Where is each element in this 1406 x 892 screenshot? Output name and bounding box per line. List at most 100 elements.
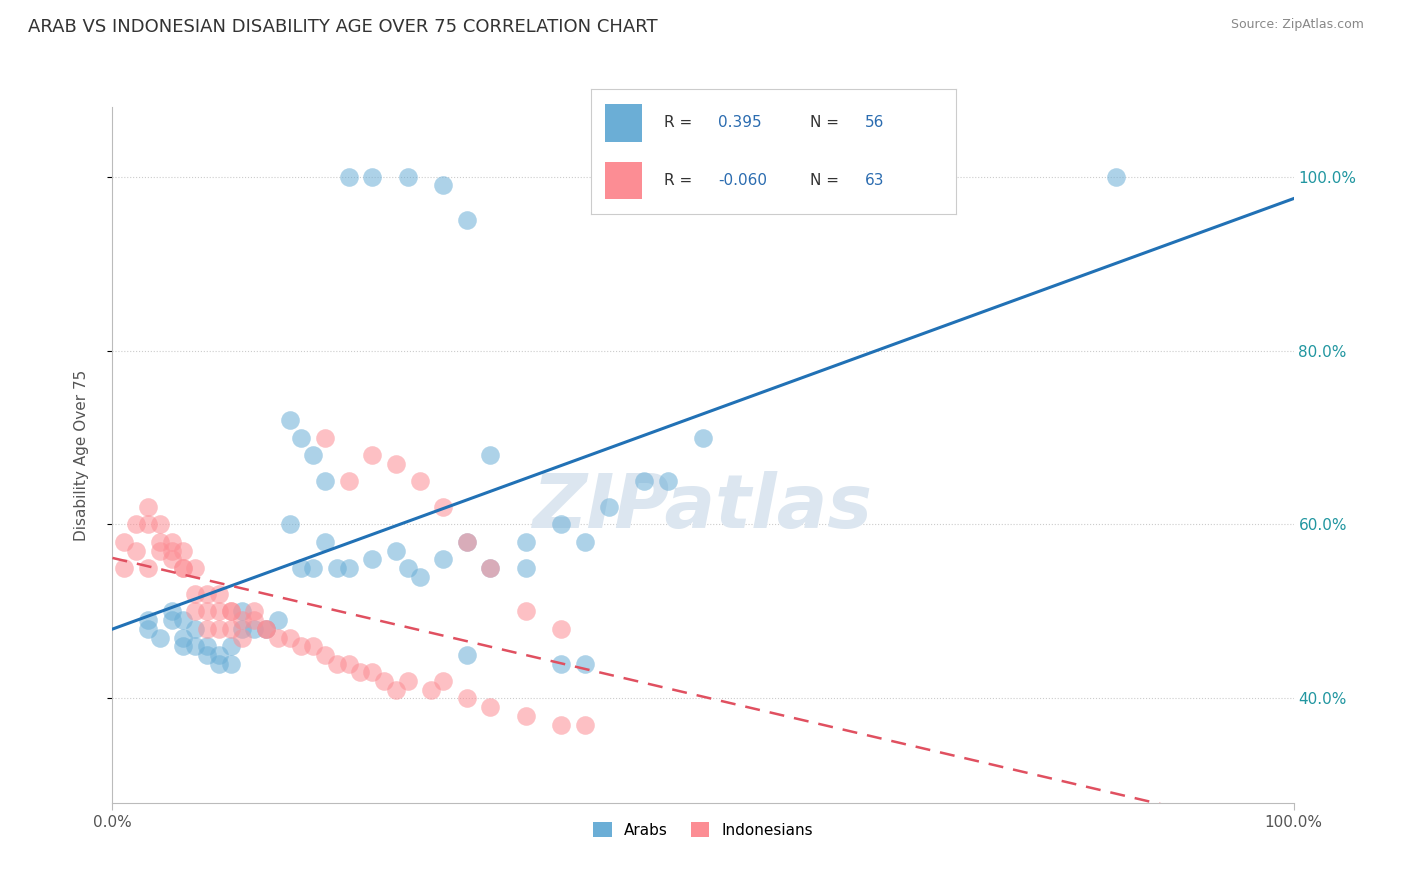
Point — [172, 639, 194, 653]
Point — [361, 552, 384, 566]
Point — [657, 474, 679, 488]
FancyBboxPatch shape — [605, 104, 641, 142]
Point — [160, 543, 183, 558]
Point — [149, 517, 172, 532]
Point — [219, 622, 242, 636]
Point — [550, 717, 572, 731]
Point — [254, 622, 277, 636]
Point — [125, 517, 148, 532]
Point — [432, 552, 454, 566]
Text: ZIPatlas: ZIPatlas — [533, 471, 873, 543]
Point — [208, 605, 231, 619]
Point — [337, 474, 360, 488]
Point — [515, 605, 537, 619]
Point — [420, 682, 443, 697]
Point — [219, 657, 242, 671]
Point — [456, 648, 478, 662]
Point — [195, 622, 218, 636]
Point — [160, 552, 183, 566]
Point — [195, 587, 218, 601]
Point — [479, 561, 502, 575]
Text: Source: ZipAtlas.com: Source: ZipAtlas.com — [1230, 18, 1364, 31]
Point — [195, 605, 218, 619]
Point — [692, 431, 714, 445]
Point — [231, 613, 253, 627]
Point — [243, 613, 266, 627]
Point — [112, 535, 135, 549]
Point — [208, 587, 231, 601]
Point — [408, 570, 430, 584]
Point — [149, 631, 172, 645]
Point — [278, 413, 301, 427]
Point — [550, 657, 572, 671]
Point — [314, 648, 336, 662]
Point — [278, 631, 301, 645]
Point — [290, 639, 312, 653]
Point — [302, 561, 325, 575]
Point — [290, 561, 312, 575]
Point — [479, 448, 502, 462]
Point — [408, 474, 430, 488]
Point — [195, 639, 218, 653]
Point — [456, 535, 478, 549]
Point — [598, 500, 620, 514]
Point — [574, 535, 596, 549]
Point — [373, 674, 395, 689]
Point — [254, 622, 277, 636]
Point — [302, 448, 325, 462]
Point — [385, 543, 408, 558]
Point — [479, 700, 502, 714]
Point — [219, 605, 242, 619]
Point — [337, 561, 360, 575]
Point — [125, 543, 148, 558]
Point — [160, 613, 183, 627]
Point — [314, 535, 336, 549]
Point — [432, 674, 454, 689]
Point — [136, 517, 159, 532]
Point — [219, 605, 242, 619]
Point — [149, 535, 172, 549]
Text: ARAB VS INDONESIAN DISABILITY AGE OVER 75 CORRELATION CHART: ARAB VS INDONESIAN DISABILITY AGE OVER 7… — [28, 18, 658, 36]
Point — [396, 169, 419, 184]
Point — [574, 657, 596, 671]
Point — [361, 169, 384, 184]
Point — [515, 535, 537, 549]
Point — [219, 639, 242, 653]
Point — [267, 631, 290, 645]
Point — [184, 622, 207, 636]
Point — [112, 561, 135, 575]
Point — [574, 717, 596, 731]
Point — [136, 622, 159, 636]
Point — [231, 631, 253, 645]
Point — [290, 431, 312, 445]
Point — [456, 535, 478, 549]
Point — [314, 474, 336, 488]
Point — [326, 657, 349, 671]
Point — [208, 622, 231, 636]
Point — [396, 674, 419, 689]
Point — [267, 613, 290, 627]
Point — [243, 605, 266, 619]
Point — [184, 605, 207, 619]
Point — [184, 587, 207, 601]
Point — [385, 457, 408, 471]
Y-axis label: Disability Age Over 75: Disability Age Over 75 — [75, 369, 89, 541]
Point — [136, 561, 159, 575]
Point — [361, 448, 384, 462]
Point — [515, 708, 537, 723]
Point — [172, 613, 194, 627]
Point — [149, 543, 172, 558]
Point — [479, 561, 502, 575]
Text: 0.395: 0.395 — [718, 115, 762, 130]
FancyBboxPatch shape — [605, 161, 641, 199]
Point — [432, 178, 454, 193]
Point — [456, 691, 478, 706]
Point — [136, 613, 159, 627]
Text: 63: 63 — [865, 173, 884, 188]
Point — [172, 543, 194, 558]
Point — [254, 622, 277, 636]
Point — [515, 561, 537, 575]
Point — [456, 213, 478, 227]
Point — [550, 517, 572, 532]
Point — [278, 517, 301, 532]
